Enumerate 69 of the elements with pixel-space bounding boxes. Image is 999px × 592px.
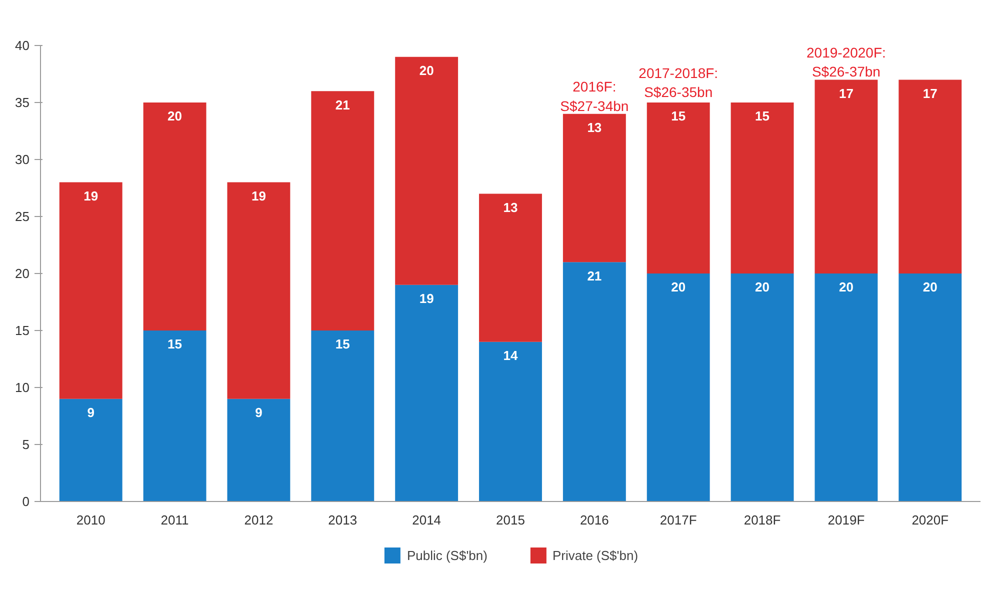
bar: [730, 102, 794, 274]
data-label: 15: [755, 108, 770, 124]
data-label: 17: [922, 86, 938, 101]
data-label: 20: [419, 63, 434, 78]
data-label: 9: [255, 405, 262, 420]
bar: [646, 274, 710, 502]
bar: [311, 330, 374, 502]
x-tick-label: 2014: [412, 512, 442, 528]
data-label: 14: [503, 348, 518, 364]
legend-label: Public (S$'bn): [406, 548, 488, 562]
x-tick-label: 2016: [580, 512, 609, 528]
data-label: 19: [251, 188, 266, 204]
x-tick-label: 2018F: [744, 512, 781, 528]
x-tick-label: 2017F: [660, 512, 697, 528]
bar: [59, 182, 122, 399]
data-label: 15: [671, 108, 686, 124]
y-tick-label: 30: [15, 152, 30, 167]
bar: [479, 194, 542, 342]
bar: [59, 398, 122, 502]
bar: [143, 330, 206, 502]
y-tick-label: 10: [15, 380, 30, 395]
bar: [646, 102, 710, 274]
bar: [143, 102, 206, 330]
data-label: 20: [671, 280, 686, 295]
annotation: 2017-2018F: S$26-35bn: [638, 65, 718, 100]
data-label: 13: [587, 120, 602, 136]
bar: [395, 284, 458, 502]
legend-label: Private (S$'bn): [552, 548, 638, 562]
bar: [227, 398, 290, 502]
bar: [814, 80, 878, 274]
y-tick-label: 0: [22, 494, 30, 509]
y-tick-label: 20: [15, 266, 30, 281]
data-label: 21: [335, 97, 350, 112]
data-label: 19: [419, 291, 434, 306]
data-label: 13: [503, 200, 518, 215]
x-tick-label: 2019F: [828, 512, 865, 528]
bar: [227, 182, 290, 399]
x-tick-label: 2010: [76, 512, 106, 528]
bar: [898, 80, 962, 274]
x-tick-label: 2020F: [912, 512, 949, 528]
y-tick-label: 40: [15, 38, 30, 53]
x-tick-label: 2011: [160, 512, 189, 528]
data-label: 17: [838, 86, 854, 101]
bar: [479, 342, 542, 502]
y-tick-label: 35: [15, 95, 30, 110]
y-tick-label: 25: [15, 209, 30, 224]
y-tick-label: 5: [22, 437, 30, 452]
bar: [898, 274, 962, 502]
bar: [562, 262, 626, 502]
data-label: 21: [587, 268, 602, 284]
data-label: 20: [922, 280, 938, 295]
data-label: 15: [168, 336, 182, 352]
data-label: 20: [755, 280, 770, 295]
data-label: 19: [84, 188, 98, 204]
annotation: 2016F: S$27-34bn: [560, 78, 629, 114]
bar: [562, 114, 626, 262]
y-tick-label: 15: [15, 323, 30, 338]
x-tick-label: 2012: [244, 512, 274, 528]
bar: [814, 274, 878, 502]
x-tick-label: 2013: [328, 512, 358, 528]
bar: [311, 91, 374, 330]
data-label: 20: [838, 280, 854, 295]
data-label: 9: [87, 405, 94, 420]
data-label: 20: [168, 108, 182, 124]
x-tick-label: 2015: [496, 512, 525, 528]
annotation: 2019-2020F: S$26-37bn: [806, 44, 886, 80]
bar: [730, 274, 794, 502]
bar: [395, 56, 458, 285]
data-label: 15: [335, 336, 350, 352]
